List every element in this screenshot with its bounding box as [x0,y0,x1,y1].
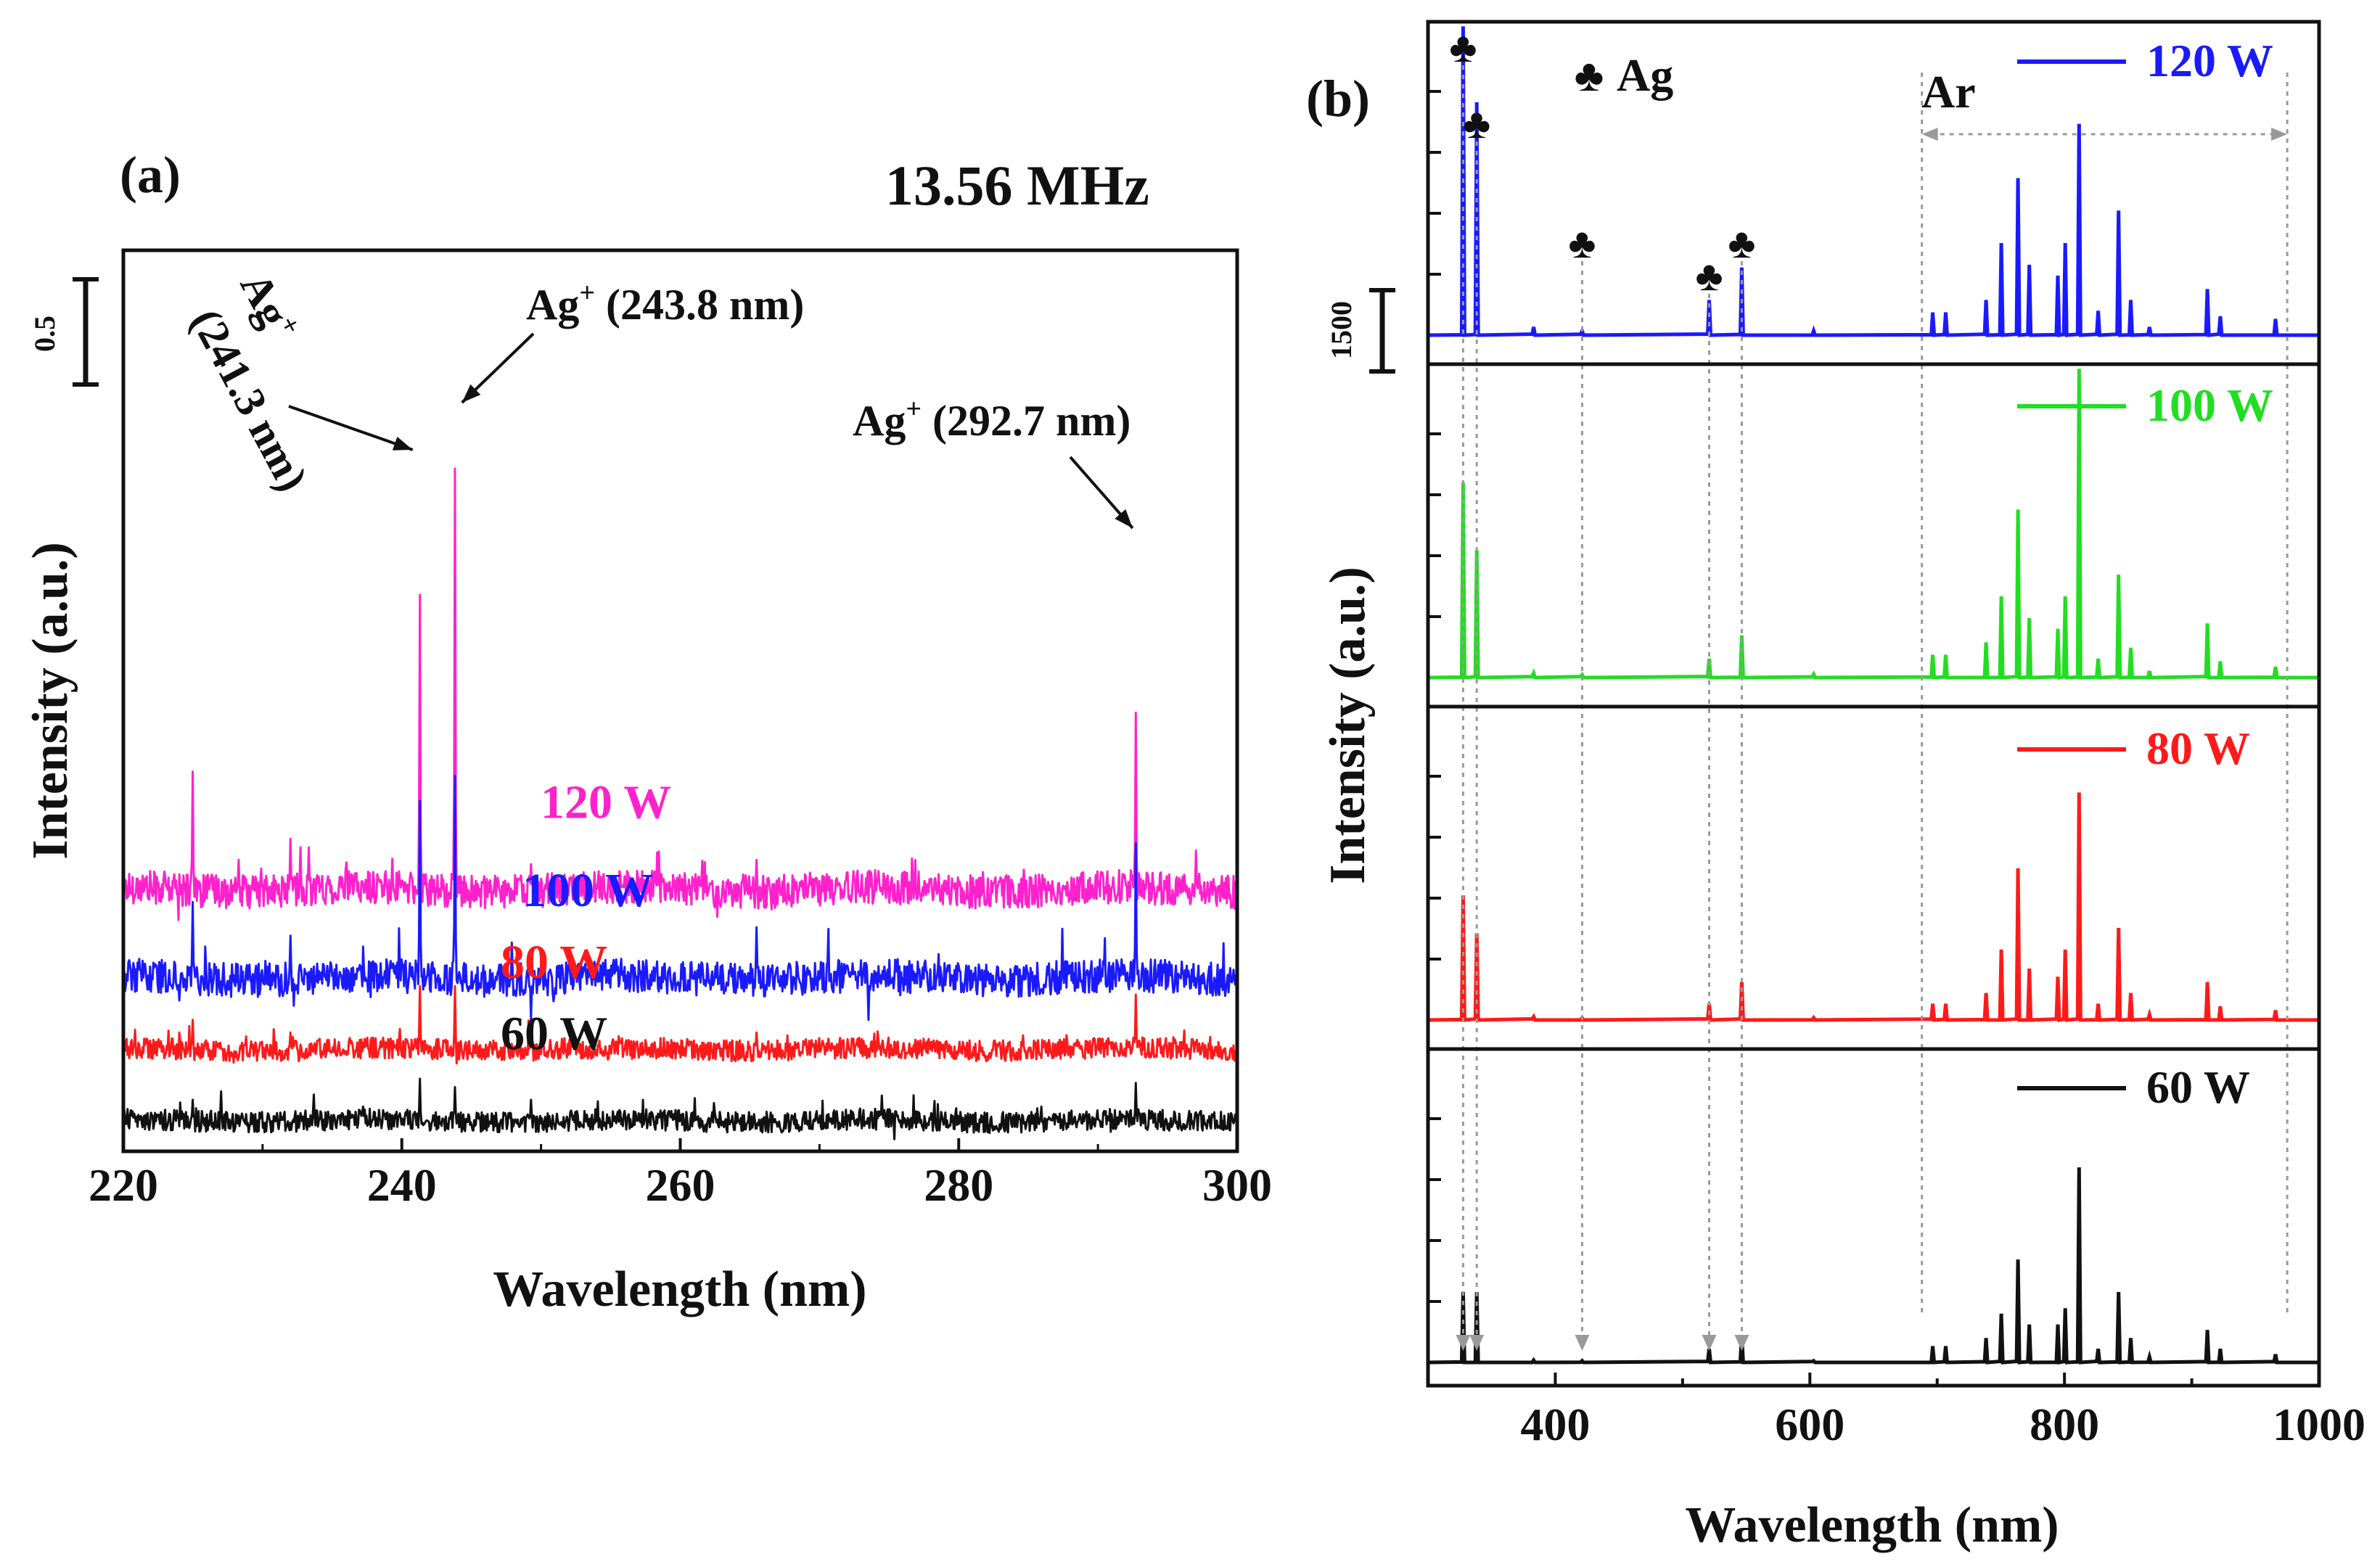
panel-a-series-group: 120 W 100 W 80 W 60 W [122,467,1239,1140]
series-a-120-w-line [122,467,1239,921]
ag-club-icon-0: ♣ [1449,24,1477,71]
series-b-60-w-line [1427,1167,2319,1365]
panel-a-x-tick-label-220: 220 [89,1159,158,1211]
ar-range-right-arrowhead [2271,128,2288,141]
ag-guide-arrowhead-2 [1575,1335,1590,1351]
series-a-100-w-line [122,774,1239,1021]
ag-guide-arrowhead-0 [1456,1335,1471,1351]
power-label-a-80-w: 80 W [501,936,607,989]
ag-legend-label: Ag [1617,49,1673,101]
panel-a-y-axis-title: Intensity (a.u.) [22,542,78,860]
panel-b-x-tick-label-600: 600 [1775,1399,1844,1450]
series-b-120-w-line [1427,26,2319,337]
panel-b-subplot-dividers [1428,362,2319,1051]
ar-label: Ar [1921,66,1976,118]
panel-a-label: (a) [120,146,181,204]
panel-b-x-tick-label-800: 800 [2030,1399,2099,1450]
ar-range-left-arrowhead [1921,128,1938,141]
panel-a-scale-bar-label: 0.5 [28,316,61,352]
annotation-ag-241-3-detail: (241.3 nm) [182,301,318,498]
power-label-a-120-w: 120 W [541,776,671,828]
power-label-a-100-w: 100 W [522,864,653,917]
panel-a-x-tick-label-300: 300 [1202,1159,1272,1211]
ag-club-icon-2: ♣ [1568,220,1596,267]
power-label-a-60-w: 60 W [501,1007,607,1060]
ag-guide-arrowhead-4 [1734,1335,1749,1351]
panel-a-x-tick-label-260: 260 [646,1159,715,1211]
panel-b-x-tick-label-1000: 1000 [2273,1399,2365,1450]
annotation-ag-243-8-label: Ag+ (243.8 nm) [526,278,804,329]
legend-60-w-label: 60 W [2146,1061,2250,1113]
panel-b-plot-frame [1426,20,2321,1388]
ag-club-icon-1: ♣ [1463,100,1490,147]
panel-a-x-axis-title: Wavelength (nm) [493,1262,866,1317]
legend-120-w-label: 120 W [2146,35,2273,86]
ag-legend-club-icon: ♣ [1575,52,1604,101]
annotation-ag-292-7-label: Ag+ (292.7 nm) [853,394,1130,445]
panel-b-x-axis-title: Wavelength (nm) [1685,1497,2059,1553]
ag-club-icon-3: ♣ [1695,252,1723,300]
annotation-ag-241-3-arrow-head [392,436,413,451]
panel-a-x-tick-label-240: 240 [367,1159,437,1211]
annotation-ag-292-7-arrow-head [1115,509,1133,528]
panel-b-guides: ♣♣♣♣♣ [1449,24,2289,1351]
frequency-label: 13.56 MHz [885,154,1149,217]
ag-guide-arrowhead-1 [1469,1335,1485,1351]
panel-b-x-tick-label-400: 400 [1520,1399,1590,1450]
ag-guide-arrowhead-3 [1702,1335,1717,1351]
legend-80-w-label: 80 W [2146,723,2250,774]
panel-a-x-ticks: 220 240 260 280 300 [89,1138,1272,1211]
series-a-60-w-line [122,1077,1239,1140]
panel-b-ticks: 400 600 800 1000 [1428,90,2365,1450]
panel-a-x-tick-label-280: 280 [924,1159,993,1211]
series-a-80-w-line [122,984,1239,1065]
annotation-ag-243-8-arrow-head [461,384,481,403]
panel-b-scale-bar-label: 1500 [1325,301,1358,359]
panel-b-y-axis-title: Intensity (a.u.) [1320,567,1376,884]
legend-100-w-label: 100 W [2146,379,2273,431]
ag-club-icon-4: ♣ [1728,220,1755,267]
panel-b-legend: 120 W 100 W 80 W 60 W [2017,35,2273,1113]
series-b-80-w-line [1427,792,2319,1022]
annotation-ag-241-3-arrow-shaft [288,405,414,451]
panel-b-label: (b) [1306,70,1370,128]
panel-a-plot-frame [121,248,1239,1153]
panel-b-series-group [1427,26,2319,1365]
panel-a-annotation-group: Ag+(241.3 nm) Ag+ (243.8 nm)Ag+ (292.7 nm… [182,264,1134,530]
